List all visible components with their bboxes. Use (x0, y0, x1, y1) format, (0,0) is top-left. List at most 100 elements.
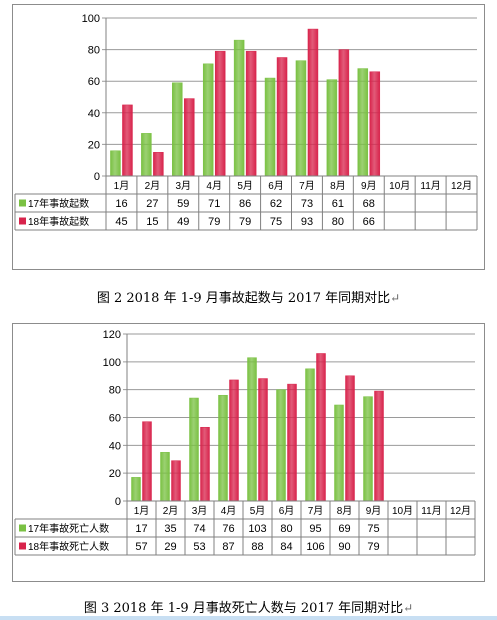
legend-entry: 18年事故起数 (28, 215, 89, 228)
x-tick-label: 8月 (337, 505, 353, 517)
data-label: 61 (332, 198, 344, 210)
data-label: 68 (363, 198, 375, 210)
x-tick-label: 12月 (450, 505, 471, 517)
data-label: 45 (115, 216, 127, 228)
x-tick-label: 10月 (389, 180, 410, 192)
data-label: 15 (146, 216, 158, 228)
legend-entry: 17年事故死亡人数 (28, 522, 109, 535)
data-label: 71 (208, 198, 220, 210)
legend-entry: 18年事故死亡人数 (28, 540, 109, 553)
bar-series1 (218, 394, 228, 502)
bar-series1 (141, 133, 152, 177)
y-tick-label: 20 (109, 468, 121, 480)
y-tick-label: 40 (88, 108, 100, 120)
y-tick-label: 20 (88, 139, 100, 151)
bar-series1 (276, 389, 286, 502)
bar-series1 (202, 63, 214, 177)
x-tick-label: 3月 (192, 505, 208, 517)
data-label: 27 (146, 198, 158, 210)
bar-series1 (363, 396, 373, 502)
x-tick-label: 2月 (145, 180, 161, 192)
figure-caption-2: 图 2 2018 年 1-9 月事故起数与 2017 年同期对比↵ (0, 287, 497, 306)
data-label: 29 (164, 541, 176, 553)
chart-panel-accidents: 0 20 40 60 80 100 1月 2月 3月 4月 5月 6月 7月 8月 9月 10月 11月 12月 1… (12, 4, 485, 270)
chart-accident-count: 0 20 40 60 80 100 1月 2月 3月 4月 5月 6月 7月 8月 9月 10月 11月 12月 1… (14, 13, 478, 231)
bar-series1 (233, 39, 245, 177)
x-tick-label: 8月 (330, 180, 346, 192)
y-tick-label: 80 (88, 45, 100, 57)
y-tick-label: 100 (82, 13, 100, 25)
data-label: 62 (270, 198, 282, 210)
bar-series2 (258, 378, 268, 502)
data-label: 57 (135, 541, 147, 553)
bar-series2 (345, 375, 355, 502)
bottom-strip (0, 616, 497, 620)
bar-series1 (189, 397, 199, 502)
bar-series1 (326, 79, 338, 177)
data-label: 88 (251, 541, 263, 553)
x-tick-label: 6月 (268, 180, 284, 192)
x-tick-label: 11月 (420, 180, 440, 192)
chart-panel-deaths: 0 20 40 60 80 100 120 1月 2月 3月 4月 5月 6月 7月 8月 9月 10月 11月 1… (12, 323, 485, 582)
data-label: 86 (239, 198, 251, 210)
data-label: 35 (164, 523, 176, 535)
data-label: 87 (222, 541, 234, 553)
x-tick-label: 3月 (176, 180, 192, 192)
x-tick-label: 4月 (221, 505, 237, 517)
x-tick-label: 1月 (134, 505, 150, 517)
bar-series2 (184, 98, 195, 177)
legend-entry: 17年事故起数 (28, 197, 89, 210)
bar-series2 (171, 460, 181, 502)
legend-swatch (19, 199, 26, 207)
x-tick-label: 5月 (250, 505, 266, 517)
caption-text: 图 3 2018 年 1-9 月事故死亡人数与 2017 年同期对比 (83, 601, 404, 616)
x-tick-label: 12月 (451, 180, 472, 192)
data-label: 76 (222, 523, 234, 535)
y-tick-label: 80 (109, 385, 121, 397)
chart-death-count: 0 20 40 60 80 100 120 1月 2月 3月 4月 5月 6月 7月 8月 9月 10月 11月 1… (14, 329, 476, 556)
bar-series2 (316, 353, 326, 502)
data-label: 59 (177, 198, 189, 210)
y-tick-label: 60 (109, 413, 121, 425)
data-label: 90 (338, 541, 350, 553)
data-label: 53 (193, 541, 205, 553)
bar-series2 (287, 383, 297, 502)
x-tick-label: 2月 (163, 505, 179, 517)
data-label: 79 (367, 541, 379, 553)
x-tick-label: 5月 (237, 180, 253, 192)
data-label: 106 (306, 541, 324, 553)
bar-series2 (338, 49, 350, 177)
data-label: 103 (248, 523, 266, 535)
y-tick-label: 60 (88, 76, 100, 88)
data-label: 69 (338, 523, 350, 535)
bar-series2 (142, 421, 152, 502)
x-tick-label: 6月 (279, 505, 295, 517)
data-label: 95 (309, 523, 321, 535)
bar-series2 (307, 28, 319, 177)
data-label: 75 (367, 523, 379, 535)
x-tick-label: 7月 (299, 180, 315, 192)
bar-series2 (214, 50, 226, 177)
bar-series2 (200, 426, 210, 502)
data-label: 75 (270, 216, 282, 228)
legend-swatch (19, 524, 26, 532)
bar-series1 (172, 82, 183, 177)
bar-series1 (110, 150, 121, 177)
bar-series1 (247, 357, 257, 502)
data-label: 80 (332, 216, 344, 228)
bar-series1 (131, 477, 141, 502)
x-tick-label: 7月 (308, 505, 324, 517)
data-label: 74 (193, 523, 205, 535)
x-tick-label: 9月 (361, 180, 377, 192)
bar-series1 (305, 368, 315, 502)
data-label: 73 (301, 198, 313, 210)
bar-series2 (229, 379, 239, 502)
data-label: 17 (135, 523, 147, 535)
bar-series2 (153, 152, 164, 177)
legend-swatch (19, 217, 26, 225)
bar-series2 (276, 57, 288, 177)
legend-swatch (19, 542, 26, 550)
bar-series1 (264, 77, 276, 177)
bar-series2 (369, 71, 381, 177)
bar-series2 (122, 104, 133, 177)
